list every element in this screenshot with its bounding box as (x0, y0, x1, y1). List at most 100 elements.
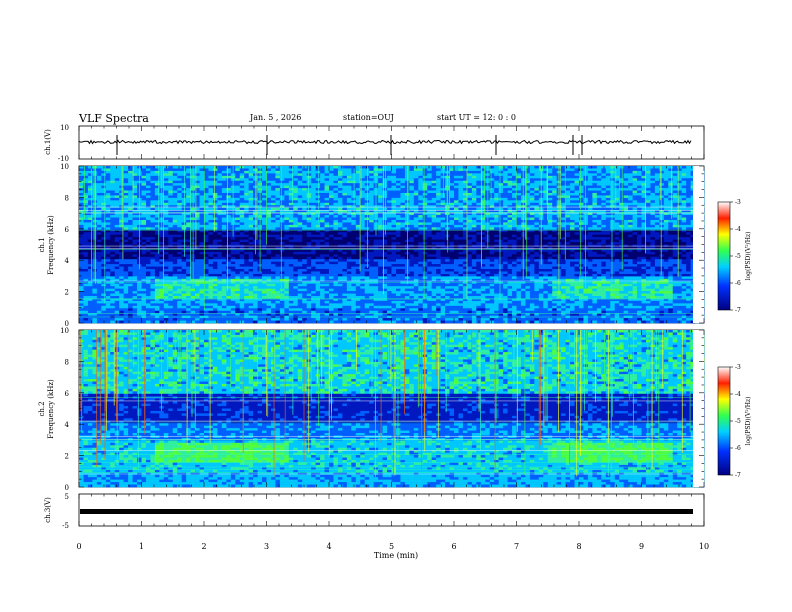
spectrogram-cell (212, 188, 218, 191)
spectrogram-cell (123, 210, 129, 213)
spectrogram-cell (382, 212, 388, 216)
spectrogram-cell (458, 175, 464, 179)
spectrogram-cell (462, 168, 468, 172)
spectrogram-cell (659, 173, 665, 177)
spectrogram-cell (105, 229, 111, 233)
spectrogram-cell (172, 242, 178, 245)
spectrogram-cell (351, 229, 357, 233)
spectrogram-cell (637, 185, 642, 189)
spectrogram-cell (480, 237, 486, 240)
spectrogram-cell (614, 180, 620, 184)
spectrogram-cell (690, 237, 696, 240)
spectrogram-cell (79, 215, 84, 218)
spectrogram-cell (645, 197, 651, 201)
spectrogram-cell (141, 195, 147, 199)
spectrogram-cell (440, 188, 446, 191)
spectrogram-cell (154, 237, 160, 240)
spectrogram-cell (391, 215, 397, 218)
spectrogram-cell (436, 178, 441, 182)
spectrogram-cell (244, 210, 249, 213)
spectrogram-cell (628, 200, 633, 204)
spectrogram-cell (596, 222, 602, 226)
spectrogram-cell (351, 212, 357, 216)
spectrogram-cell (163, 251, 169, 255)
spectrogram-cell (623, 202, 629, 206)
spectrogram-cell (92, 202, 98, 206)
spectrogram-cell (641, 232, 647, 235)
spectrogram-cell (239, 212, 245, 216)
spectrogram-cell (244, 207, 249, 211)
spectrogram-cell (596, 242, 602, 245)
spectrogram-cell (431, 190, 437, 194)
spectrogram-cell (150, 222, 156, 226)
spectrogram-cell (418, 173, 424, 177)
spectrogram-cell (610, 219, 616, 223)
spectrogram-cell (315, 207, 321, 211)
spectrogram-cell (329, 195, 334, 199)
spectrogram-cell (395, 173, 401, 177)
spectrogram-cell (369, 249, 374, 253)
spectrogram-cell (145, 166, 151, 169)
spectrogram-cell (449, 222, 455, 226)
spectrogram-cell (235, 217, 241, 221)
spectrogram-cell (302, 188, 307, 191)
spectrogram-cell (293, 175, 299, 179)
spectrogram-cell (574, 212, 580, 216)
spectrogram-cell (512, 178, 517, 182)
spectrogram-cell (141, 219, 147, 223)
spectrogram-cell (422, 200, 428, 204)
spectrogram-cell (311, 234, 316, 238)
spectrogram-cell (79, 222, 84, 226)
spectrogram-cell (195, 229, 200, 233)
spectrogram-cell (101, 239, 107, 243)
spectrogram-cell (369, 207, 374, 211)
spectrogram-cell (221, 217, 227, 221)
spectrogram-cell (83, 205, 89, 208)
spectrogram-cell (333, 178, 339, 182)
spectrogram-cell (333, 249, 339, 253)
spectrogram-cell (212, 229, 218, 233)
spectrogram-cell (275, 239, 281, 243)
spectrogram-cell (199, 222, 205, 226)
spectrogram-cell (462, 170, 468, 174)
spectrogram-cell (462, 217, 468, 221)
spectrogram-cell (150, 190, 156, 194)
spectrogram-cell (150, 219, 156, 223)
spectrogram-cell (226, 168, 232, 172)
spectrogram-cell (525, 234, 531, 238)
spectrogram-cell (226, 192, 232, 196)
spectrogram-cell (422, 180, 428, 184)
spectrogram-cell (467, 180, 473, 184)
spectrogram-cell (288, 224, 294, 228)
spectrogram-cell (360, 175, 366, 179)
spectrogram-cell (262, 232, 267, 235)
spectrogram-cell (641, 180, 647, 184)
spectrogram-cell (458, 222, 464, 226)
spectrogram-cell (668, 205, 674, 208)
spectrogram-cell (579, 224, 584, 228)
spectrogram-cell (217, 166, 223, 169)
spectrogram-cell (431, 210, 437, 213)
spectrogram-cell (195, 207, 200, 211)
spectrogram-cell (302, 246, 307, 250)
spectrogram-cell (279, 205, 285, 208)
spectrogram-cell (427, 242, 432, 245)
spectrogram-cell (681, 229, 687, 233)
spectrogram-cell (440, 205, 446, 208)
spectrogram-cell (239, 180, 245, 184)
spectrogram-cell (605, 202, 611, 206)
spectrogram-cell (592, 178, 598, 182)
spectrogram-cell (279, 210, 285, 213)
spectrogram-cell (172, 183, 178, 186)
spectrogram-cell (570, 224, 575, 228)
spectrogram-cell (101, 180, 107, 184)
spectrogram-cell (619, 239, 624, 243)
spectrogram-cell (244, 219, 249, 223)
spectrogram-cell (83, 192, 89, 196)
spectrogram-cell (306, 251, 312, 255)
spectrogram-cell (150, 227, 156, 231)
spectrogram-cell (177, 234, 182, 238)
spectrogram-cell (462, 215, 468, 218)
spectrogram-cell (360, 246, 366, 250)
spectrogram-cell (413, 212, 419, 216)
